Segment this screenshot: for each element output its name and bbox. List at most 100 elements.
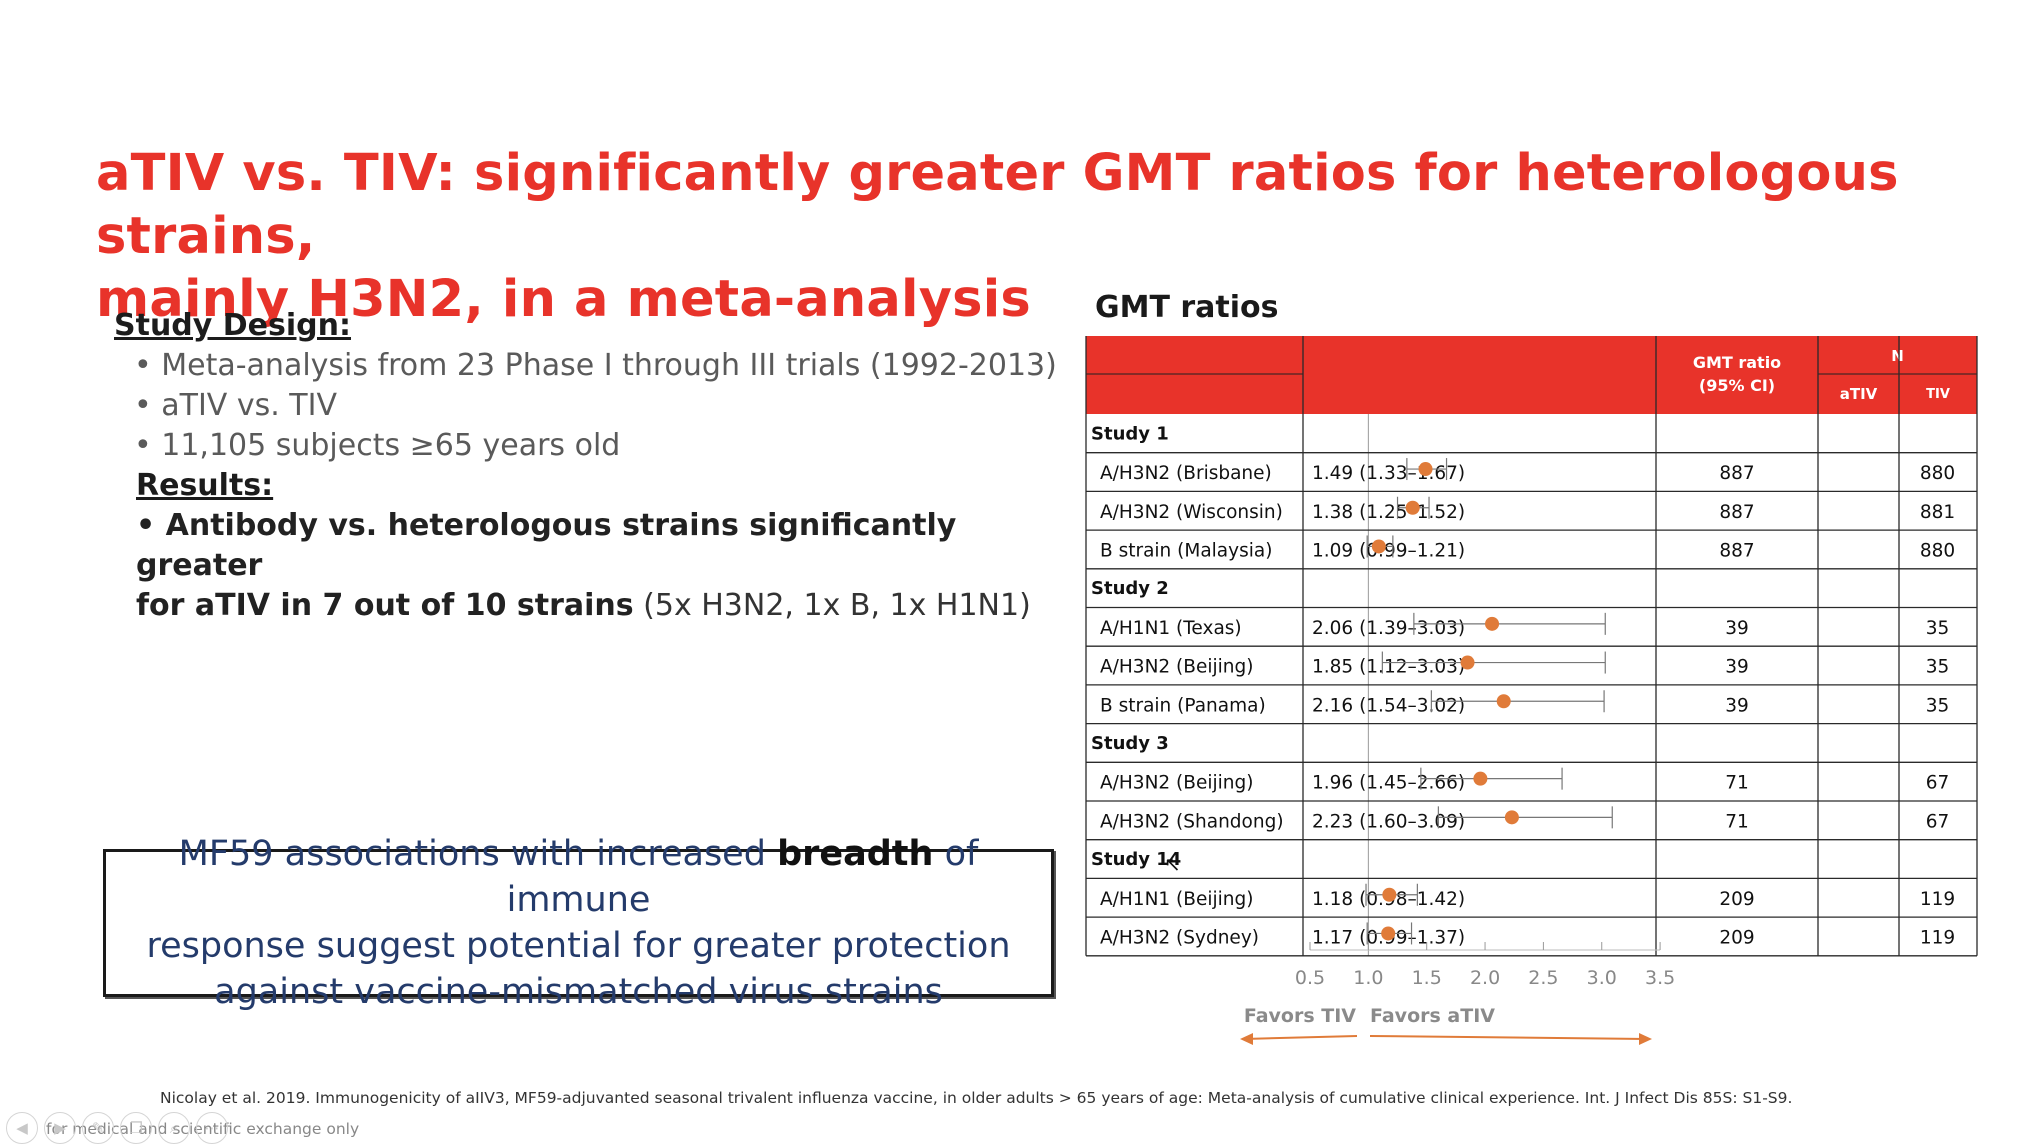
forward-icon[interactable]: ▶ [44,1112,76,1144]
n-ativ-value: 39 [1725,657,1749,678]
x-tick-label: 0.5 [1295,967,1325,989]
study-label: Study 1 [1091,423,1169,444]
x-tick-label: 1.0 [1353,967,1383,989]
n-ativ-value: 71 [1725,773,1749,794]
strain-label: A/H3N2 (Beijing) [1100,657,1253,678]
results-line2-bold: for aTIV in 7 out of 10 strains [136,588,634,623]
n-tiv-value: 35 [1926,618,1950,639]
header-ci-label: (95% CI) [1699,376,1775,395]
results-line1-text: • Antibody vs. heterologous strains sign… [136,508,957,583]
gmt-ci-value: 1.49 (1.33–1.67) [1312,463,1465,484]
gmt-point [1405,500,1420,515]
slide-title: aTIV vs. TIV: significantly greater GMT … [96,142,1996,331]
header-n-label: N [1891,347,1904,365]
slide-title-line2: mainly H3N2, in a meta-analysis [96,270,1031,329]
more-icon[interactable]: ⋯ [196,1112,228,1144]
gmt-ci-value: 1.96 (1.45–2.66) [1312,773,1465,794]
gmt-point [1473,771,1488,786]
gmt-ci-value: 2.16 (1.54–3.02) [1312,695,1465,716]
strain-label: A/H3N2 (Shandong) [1100,811,1284,832]
n-ativ-value: 209 [1719,889,1754,910]
presentation-nav: ◀ ▶ ✎ ❐ ⌕ ⋯ [6,1112,228,1144]
strain-label: A/H1N1 (Beijing) [1100,889,1253,910]
arrow-left-head [1240,1033,1253,1045]
study-design-bullet: 11,105 subjects ≥65 years old [134,426,1064,466]
gmt-point [1381,926,1396,941]
gmt-point [1496,694,1511,709]
header-tiv-label: TIV [1926,387,1950,402]
n-tiv-value: 35 [1926,695,1950,716]
strain-label: A/H3N2 (Sydney) [1100,927,1259,948]
n-ativ-value: 887 [1719,502,1754,523]
n-tiv-value: 881 [1920,502,1955,523]
gmt-point [1504,810,1519,825]
citation: Nicolay et al. 2019. Immunogenicity of a… [160,1089,1793,1107]
gmt-ci-value: 2.23 (1.60–3.09) [1312,811,1465,832]
x-tick-label: 1.5 [1412,967,1442,989]
gmt-ci-value: 1.09 (0.99–1.21) [1312,540,1465,561]
strain-label: A/H3N2 (Wisconsin) [1100,502,1283,523]
n-tiv-value: 119 [1920,927,1955,948]
strain-label: A/H1N1 (Texas) [1100,618,1242,639]
header-gmt-label: GMT ratio [1693,353,1781,372]
gmt-point [1371,539,1386,554]
study-summary: Study Design: Meta-analysis from 23 Phas… [114,306,1064,626]
n-ativ-value: 71 [1725,811,1749,832]
results-heading: Results: [136,468,274,503]
results-line1: • Antibody vs. heterologous strains sign… [136,506,1064,586]
callout-bold: breadth [777,834,934,874]
x-tick-label: 3.0 [1587,967,1617,989]
n-ativ-value: 209 [1719,927,1754,948]
search-icon[interactable]: ⌕ [158,1112,190,1144]
slide-title-line1: aTIV vs. TIV: significantly greater GMT … [96,144,1899,266]
gmt-ci-value: 1.85 (1.12–3.03) [1312,657,1465,678]
n-tiv-value: 67 [1926,773,1950,794]
gmt-point [1460,655,1475,670]
pen-icon[interactable]: ✎ [82,1112,114,1144]
strain-label: A/H3N2 (Beijing) [1100,773,1253,794]
strain-label: B strain (Panama) [1100,695,1266,716]
n-tiv-value: 119 [1920,889,1955,910]
x-tick-label: 3.5 [1645,967,1675,989]
n-ativ-value: 887 [1719,463,1754,484]
callout-text: MF59 associations with increased breadth… [106,831,1051,1015]
header-ativ-label: aTIV [1840,385,1878,403]
n-ativ-value: 39 [1725,618,1749,639]
callout-line2: response suggest potential for greater p… [146,926,1011,966]
gmt-ci-value: 1.38 (1.25–1.52) [1312,502,1465,523]
n-ativ-value: 39 [1725,695,1749,716]
arrow-right-head [1639,1033,1652,1045]
results-block: Results: • Antibody vs. heterologous str… [114,466,1064,626]
n-ativ-value: 887 [1719,540,1754,561]
n-tiv-value: 67 [1926,811,1950,832]
n-tiv-value: 35 [1926,657,1950,678]
study-design-bullet: aTIV vs. TIV [134,386,1064,426]
study-label: Study 3 [1091,733,1169,754]
results-line2: for aTIV in 7 out of 10 strains (5x H3N2… [136,586,1064,626]
strain-label: B strain (Malaysia) [1100,540,1272,561]
study-label: Study 2 [1091,578,1169,599]
favors-ativ-arrow [1369,1035,1648,1040]
strain-label: A/H3N2 (Brisbane) [1100,463,1272,484]
study-label: Study 14 [1091,849,1181,870]
favors-tiv-arrow [1243,1035,1358,1040]
n-tiv-value: 880 [1920,463,1955,484]
mf59-callout-box: MF59 associations with increased breadth… [103,834,1054,1012]
callout-line3: against vaccine-mismatched virus strains [214,972,943,1012]
callout-part2: of immune [506,834,979,920]
study-design-bullet: Meta-analysis from 23 Phase I through II… [134,346,1064,386]
gmt-point [1382,887,1397,902]
gmt-point [1418,462,1433,477]
x-tick-label: 2.0 [1470,967,1500,989]
study-design-list: Meta-analysis from 23 Phase I through II… [114,346,1064,466]
back-icon[interactable]: ◀ [6,1112,38,1144]
study-design-heading: Study Design: [114,308,351,343]
table-header-band [1086,336,1977,414]
gmt-point [1485,616,1500,631]
results-line2-detail: (5x H3N2, 1x B, 1x H1N1) [633,588,1031,623]
n-tiv-value: 880 [1920,540,1955,561]
callout-part1: MF59 associations with increased [178,834,778,874]
favors-tiv-label: Favors TIV [1244,1005,1356,1027]
copy-icon[interactable]: ❐ [120,1112,152,1144]
